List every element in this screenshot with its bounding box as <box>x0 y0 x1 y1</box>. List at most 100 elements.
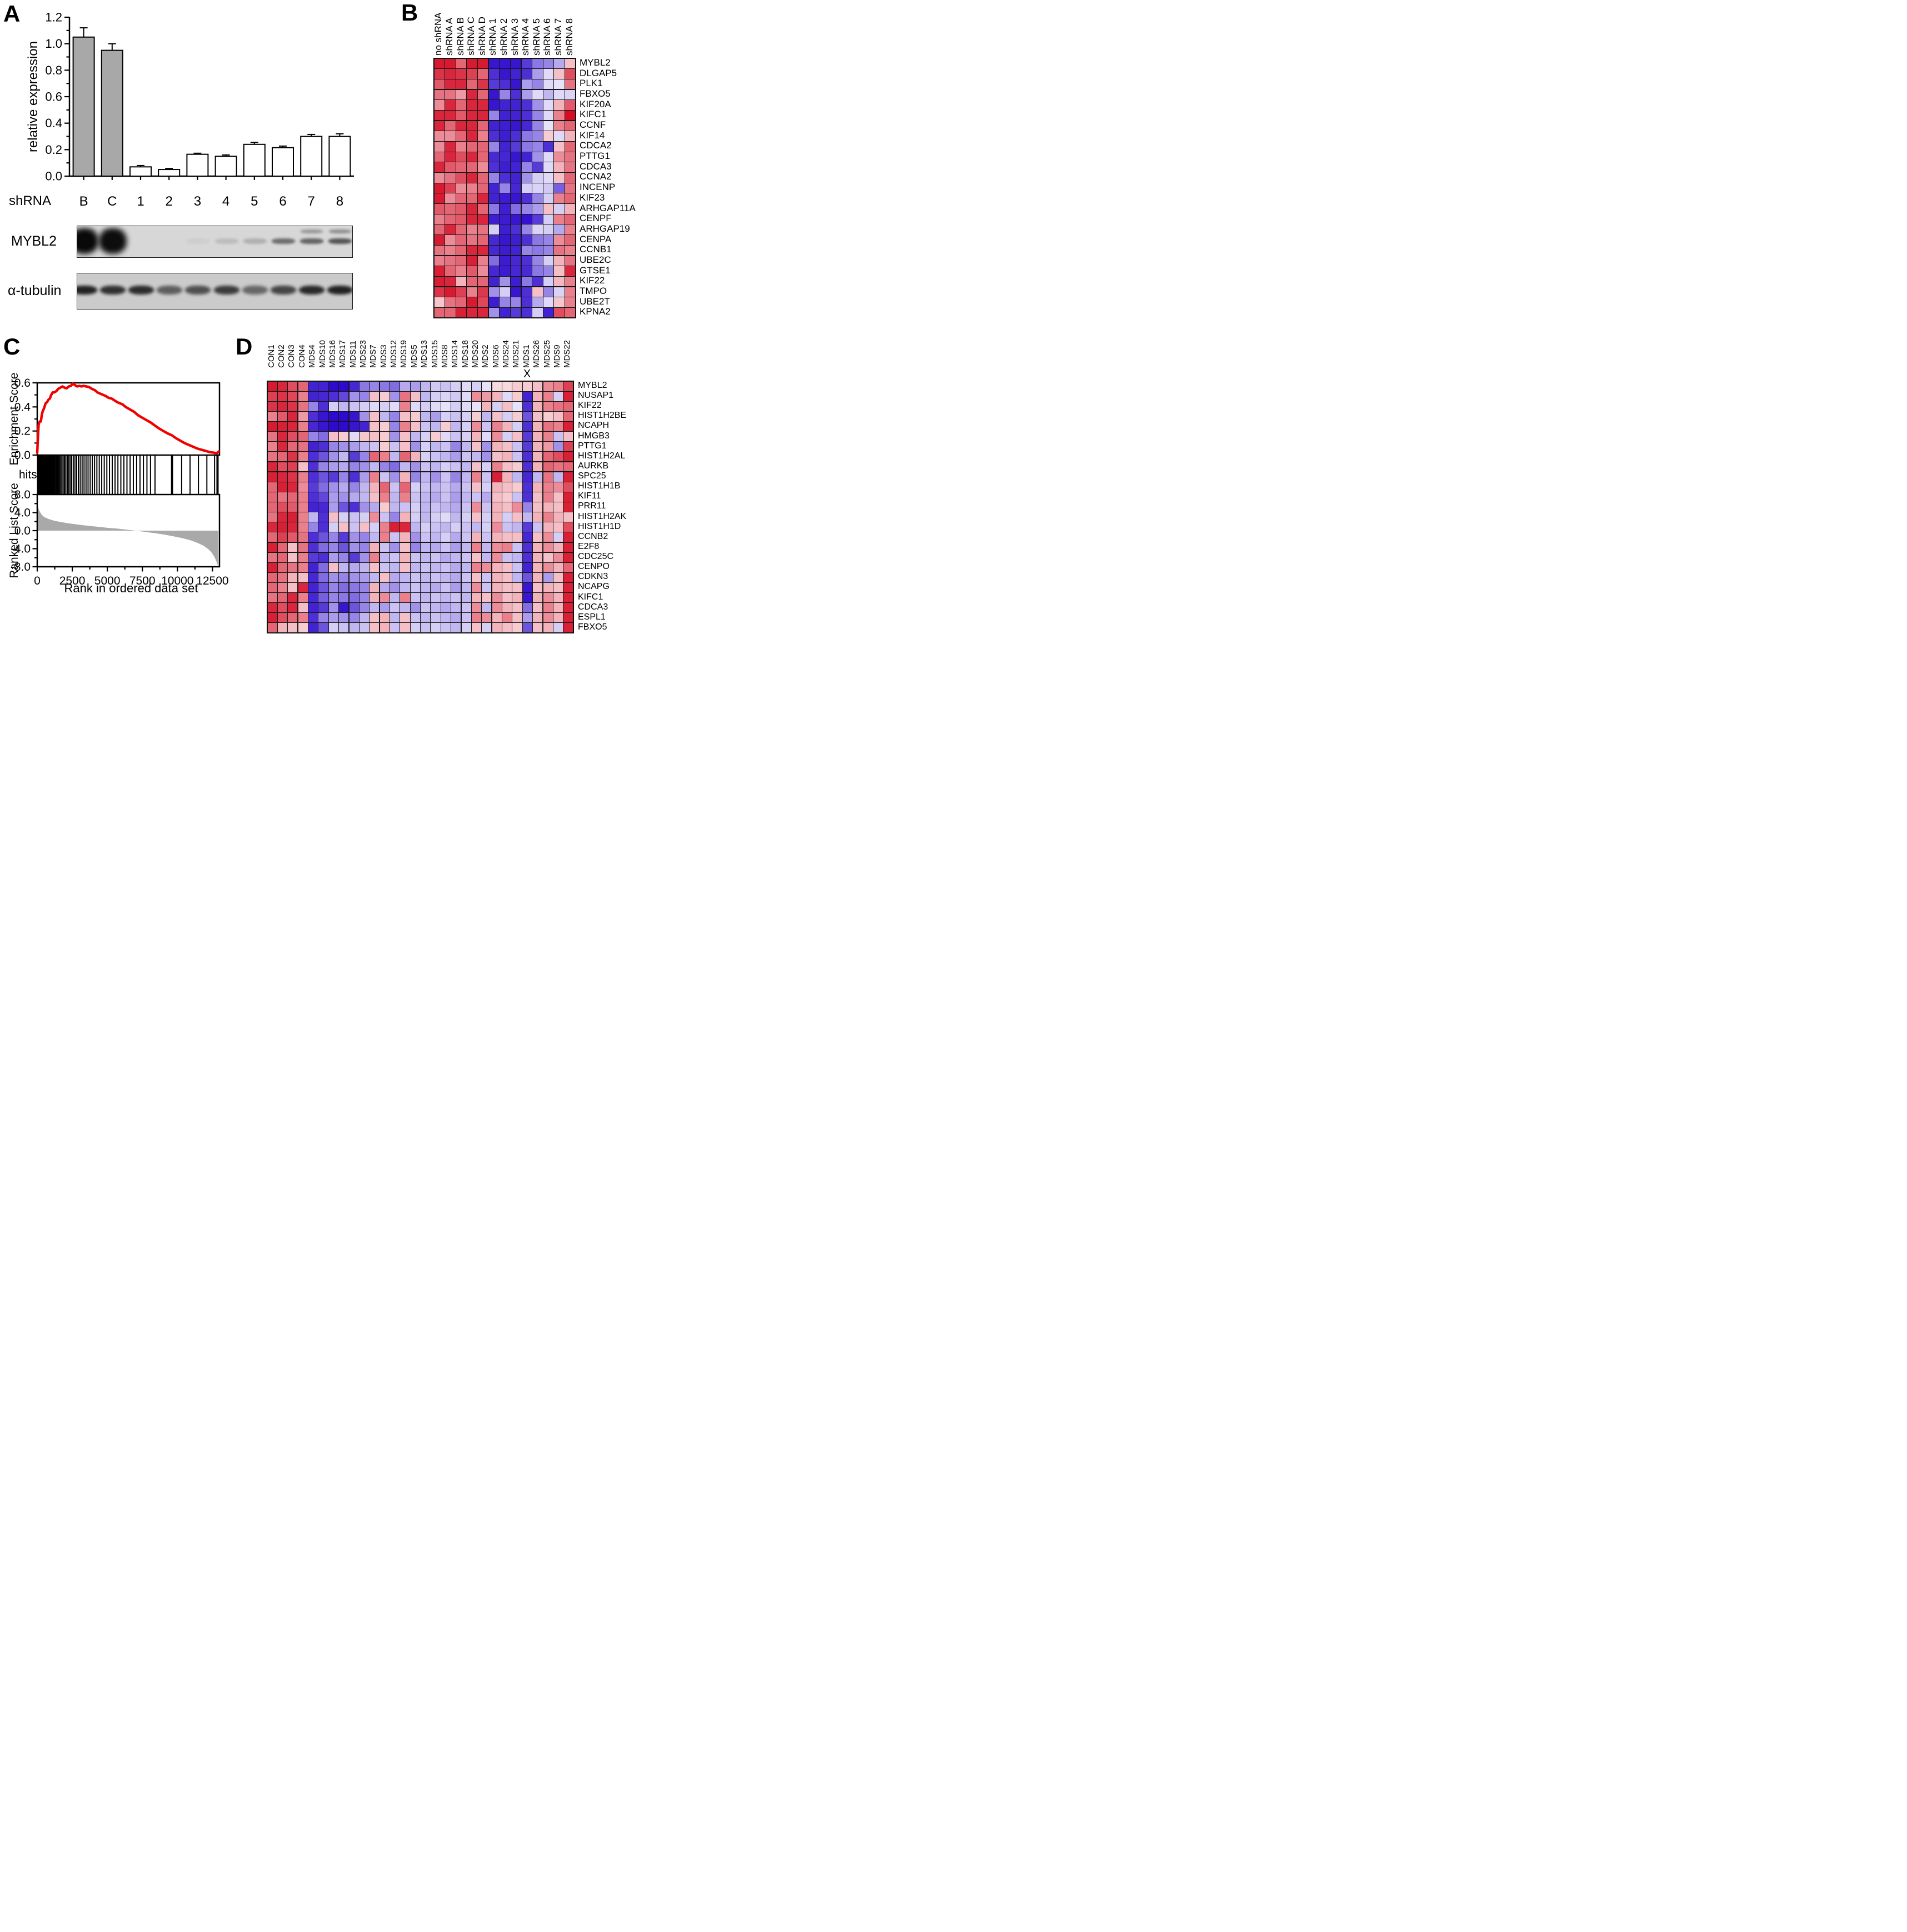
heatmap-cell <box>512 593 522 603</box>
heatmap-cell <box>510 152 521 162</box>
bar <box>300 136 323 177</box>
heatmap-cell <box>390 391 400 401</box>
heatmap-cell <box>510 121 521 131</box>
heatmap-cell <box>434 245 445 256</box>
heatmap-cell <box>390 381 400 391</box>
heatmap-cell <box>512 613 522 623</box>
heatmap-cell <box>451 572 461 582</box>
heatmap-cell <box>267 462 277 472</box>
heatmap-cell <box>554 173 565 183</box>
heatmap-cell <box>563 462 573 472</box>
heatmap-column-label: MDS10 <box>317 340 327 368</box>
heatmap-column-label: MDS22 <box>562 340 572 368</box>
heatmap-cell <box>451 381 461 391</box>
heatmap-cell <box>467 142 477 152</box>
heatmap-cell <box>434 276 445 287</box>
heatmap-cell <box>308 532 318 542</box>
heatmap-cell <box>410 613 420 623</box>
heatmap-cell <box>522 532 532 542</box>
heatmap-cell <box>553 623 563 633</box>
heatmap-cell <box>563 583 573 592</box>
heatmap-row-label: KIF20A <box>580 98 611 109</box>
heatmap-cell <box>456 131 467 141</box>
heatmap-cell <box>482 482 492 492</box>
heatmap-cell <box>390 462 400 472</box>
bar <box>186 153 209 177</box>
heatmap-cell <box>400 623 410 633</box>
heatmap-cell <box>502 562 512 572</box>
heatmap-cell <box>522 462 532 472</box>
heatmap-cell <box>543 442 553 452</box>
heatmap-cell <box>370 512 380 522</box>
heatmap-cell <box>512 502 522 512</box>
heatmap-cell <box>565 204 576 214</box>
heatmap-cell <box>543 401 553 411</box>
heatmap-column-label: MDS4 <box>307 345 317 368</box>
heatmap-cell <box>512 623 522 633</box>
heatmap-cell <box>533 432 543 442</box>
heatmap-row-label: PTTG1 <box>580 151 610 162</box>
heatmap-cell <box>532 193 543 203</box>
heatmap-cell <box>565 224 576 234</box>
heatmap-cell <box>328 381 338 391</box>
enrichment-score-curve <box>36 382 220 455</box>
heatmap-cell <box>543 276 554 287</box>
heatmap-cell <box>421 502 431 512</box>
heatmap-cell <box>471 613 482 623</box>
heatmap-cell <box>400 432 410 442</box>
heatmap-cell <box>500 193 510 203</box>
heatmap-cell <box>441 391 451 401</box>
heatmap-cell <box>277 401 288 411</box>
heatmap-cell <box>554 152 565 162</box>
heatmap-cell <box>471 562 482 572</box>
heatmap-cell <box>434 100 445 110</box>
heatmap-cell <box>318 583 328 592</box>
heatmap-cell <box>349 603 359 613</box>
heatmap-cell <box>488 183 500 193</box>
heatmap-cell <box>533 452 543 462</box>
heatmap-cell <box>521 183 532 193</box>
panel-b-label: B <box>401 0 418 26</box>
heatmap-cell <box>288 442 298 452</box>
heatmap-cell <box>288 613 298 623</box>
panel-a-ytick-label: 0.2 <box>45 143 62 157</box>
heatmap-cell <box>349 411 359 421</box>
heatmap-cell <box>456 121 467 131</box>
heatmap-cell <box>390 552 400 562</box>
heatmap-cell <box>478 152 488 162</box>
heatmap-cell <box>522 623 532 633</box>
heatmap-cell <box>400 452 410 462</box>
heatmap-cell <box>288 482 298 492</box>
heatmap-row-label: KIF11 <box>578 491 601 501</box>
heatmap-cell <box>318 603 328 613</box>
heatmap-cell <box>390 512 400 522</box>
heatmap-cell <box>512 552 522 562</box>
heatmap-cell <box>533 562 543 572</box>
heatmap-row-label: CDCA2 <box>580 140 612 151</box>
heatmap-cell <box>400 542 410 552</box>
heatmap-cell <box>478 276 488 287</box>
heatmap-cell <box>482 411 492 421</box>
heatmap-row-label: CDC25C <box>578 552 614 562</box>
heatmap-cell <box>563 492 573 502</box>
heatmap-cell <box>563 593 573 603</box>
heatmap-cell <box>421 482 431 492</box>
heatmap-cell <box>298 472 308 482</box>
heatmap-cell <box>565 214 576 224</box>
heatmap-cell <box>380 422 390 431</box>
heatmap-column-label: MDS1 <box>521 345 531 368</box>
heatmap-cell <box>482 512 492 522</box>
heatmap-cell <box>380 401 390 411</box>
heatmap-cell <box>565 235 576 245</box>
heatmap-cell <box>553 472 563 482</box>
heatmap-row-label: CDCA3 <box>578 602 608 612</box>
heatmap-cell <box>308 552 318 562</box>
heatmap-cell <box>277 411 288 421</box>
heatmap-cell <box>456 142 467 152</box>
heatmap-cell <box>277 381 288 391</box>
heatmap-cell <box>308 462 318 472</box>
heatmap-column-label: CON1 <box>266 345 276 368</box>
heatmap-cell <box>359 552 370 562</box>
panel-a-ytick-label: 0.0 <box>45 169 62 183</box>
heatmap-cell <box>339 432 349 442</box>
